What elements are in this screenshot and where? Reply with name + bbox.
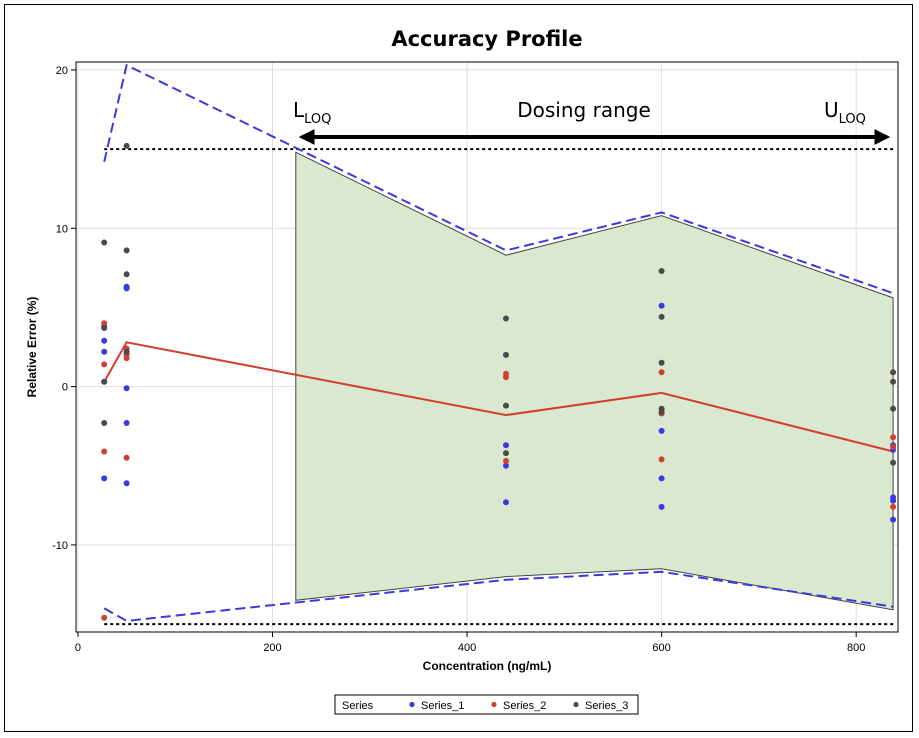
legend-label-series-3: Series_3 (585, 700, 628, 712)
x-axis-ticks: 0 200 400 600 800 (75, 632, 865, 654)
point-series-3 (658, 268, 665, 274)
legend-label-series-2: Series_2 (503, 700, 546, 712)
point-series-1 (658, 427, 665, 434)
y-tick-label: -10 (52, 540, 68, 552)
point-series-2 (890, 503, 897, 510)
point-series-1 (890, 497, 897, 504)
point-series-2 (503, 458, 509, 464)
point-series-1 (890, 516, 897, 523)
y-axis-ticks: -10 0 10 20 (52, 65, 76, 552)
x-tick-label: 200 (263, 642, 281, 654)
point-series-3 (123, 142, 130, 149)
legend-box (334, 694, 639, 715)
point-series-1 (101, 475, 108, 482)
point-series-3 (123, 271, 130, 278)
tolerance-lines (103, 63, 894, 622)
x-tick-label: 400 (458, 642, 476, 654)
x-tick-label: 600 (652, 642, 670, 654)
point-series-3 (123, 247, 130, 254)
point-series-1 (101, 337, 108, 344)
point-series-3 (503, 315, 509, 322)
point-series-3 (890, 405, 897, 412)
uloq-label: ULOQ (824, 98, 866, 127)
point-series-2 (503, 374, 509, 381)
point-series-2 (890, 434, 897, 441)
dosing-range-band (295, 151, 894, 611)
point-series-3 (101, 378, 108, 385)
point-series-2 (658, 456, 665, 463)
legend-marker-series-3 (573, 701, 579, 708)
point-series-1 (658, 503, 665, 510)
point-series-2 (101, 614, 108, 621)
point-series-3 (503, 402, 509, 409)
legend-marker-series-1 (409, 701, 415, 708)
point-series-3 (890, 459, 897, 466)
legend: Series Series_1 Series_2 Series_3 (334, 694, 639, 715)
point-series-3 (890, 369, 897, 376)
lloq-label: LLOQ (293, 98, 331, 127)
plot-area-border (75, 61, 899, 633)
point-series-1 (658, 302, 665, 309)
y-tick-label: 10 (56, 223, 68, 235)
legend-label-series-1: Series_1 (421, 700, 464, 712)
point-series-3 (101, 420, 108, 426)
legend-title: Series (342, 700, 374, 712)
point-series-3 (123, 348, 130, 355)
point-series-1 (123, 385, 130, 392)
legend-marker-series-2 (491, 701, 497, 708)
point-series-1 (123, 285, 130, 292)
point-series-3 (658, 408, 665, 415)
point-series-1 (123, 480, 130, 487)
point-series-1 (503, 442, 509, 449)
mean-relative-error-line (103, 341, 894, 453)
point-series-1 (503, 462, 509, 469)
point-series-3 (503, 351, 509, 358)
point-series-3 (101, 325, 108, 331)
point-series-2 (658, 369, 665, 376)
point-series-1 (658, 475, 665, 482)
point-series-3 (890, 378, 897, 385)
point-series-3 (658, 359, 665, 366)
point-series-2 (101, 361, 108, 368)
x-axis-label: Concentration (ng/mL) (423, 659, 552, 673)
point-series-1 (123, 420, 130, 426)
point-series-2 (101, 448, 108, 455)
data-points (101, 142, 897, 621)
x-tick-label: 0 (75, 642, 81, 654)
chart-title: Accuracy Profile (391, 27, 582, 51)
point-series-3 (101, 239, 108, 246)
lower-tolerance-line (103, 570, 894, 622)
y-tick-label: 0 (62, 382, 68, 394)
y-axis-label: Relative Error (%) (25, 297, 39, 398)
point-series-1 (101, 348, 108, 355)
y-tick-label: 20 (56, 65, 68, 77)
mean-error-line (103, 341, 894, 453)
x-tick-label: 800 (847, 642, 865, 654)
dosing-range-area (295, 151, 894, 611)
point-series-3 (503, 450, 509, 457)
point-series-2 (123, 454, 130, 461)
point-series-3 (658, 313, 665, 320)
point-series-1 (503, 499, 509, 506)
point-series-2 (123, 355, 130, 362)
upper-tolerance-line (103, 63, 894, 295)
dosing-range-label: Dosing range (517, 98, 651, 122)
point-series-2 (101, 320, 108, 327)
point-series-2 (890, 443, 897, 450)
